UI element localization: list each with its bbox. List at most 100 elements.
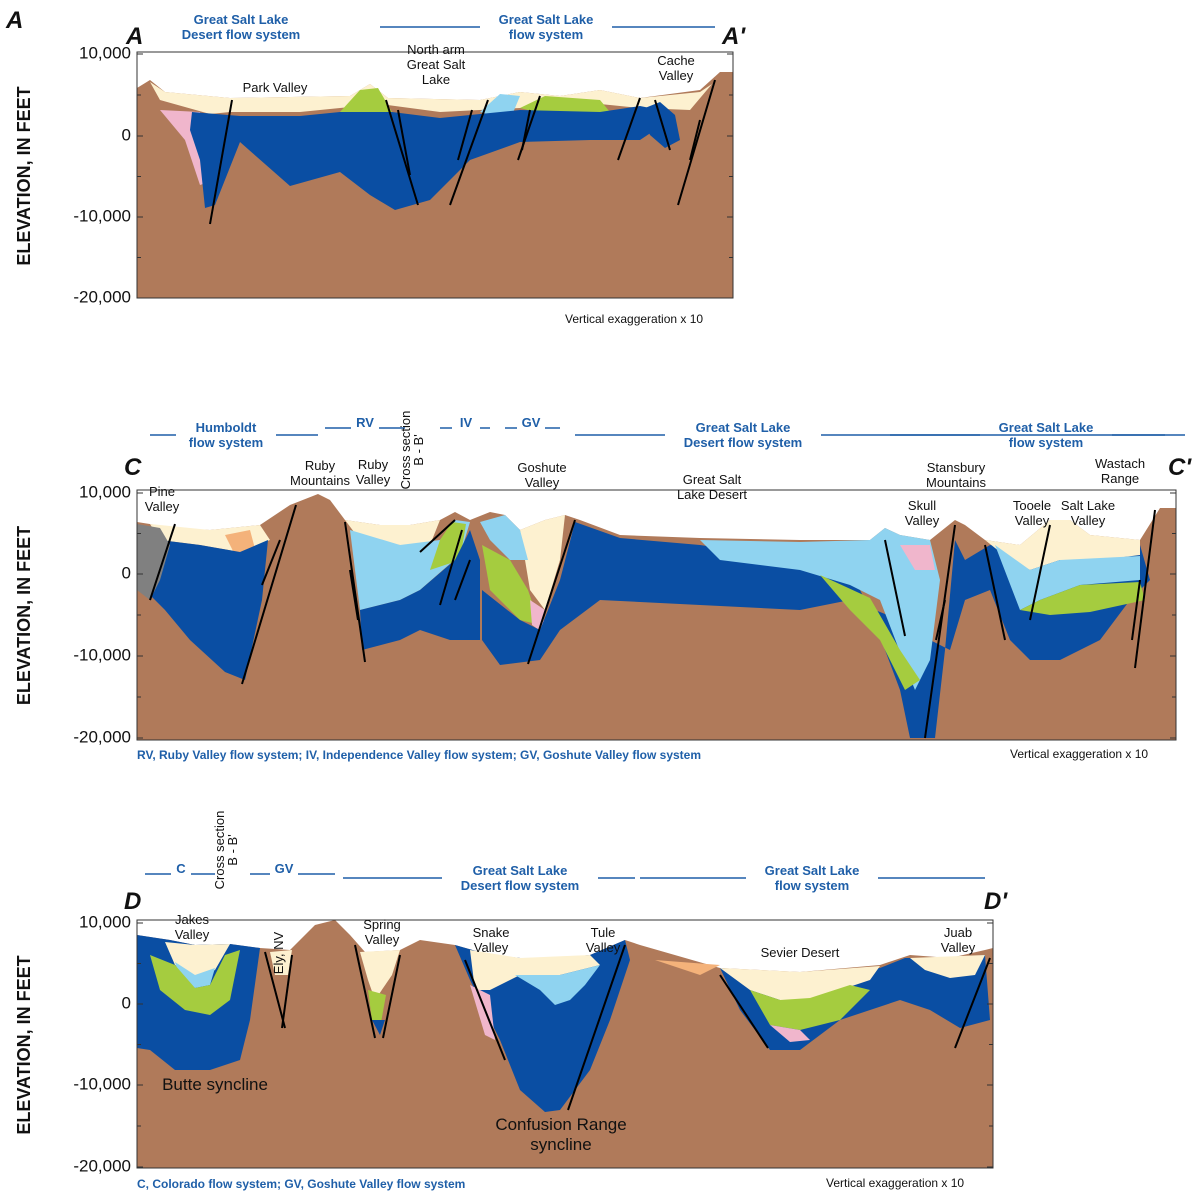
place-label-line: Valley bbox=[356, 472, 391, 487]
place-label-line: Wastach bbox=[1095, 456, 1145, 471]
footnote: RV, Ruby Valley flow system; IV, Indepen… bbox=[137, 748, 701, 762]
place-label-line: Cache bbox=[657, 53, 695, 68]
y-tick-label: -10,000 bbox=[73, 206, 131, 225]
place-label-line: Valley bbox=[474, 940, 509, 955]
place-label-line: B - B' bbox=[225, 834, 240, 865]
place-label-line: Sevier Desert bbox=[761, 945, 840, 960]
section-start: C bbox=[124, 454, 142, 481]
figure-label: A bbox=[5, 7, 23, 34]
place-label-line: Ruby bbox=[305, 458, 336, 473]
flow-system: IV bbox=[460, 415, 473, 430]
place-label-line: Salt Lake bbox=[1061, 498, 1115, 513]
flow-system-line: Great Salt Lake bbox=[765, 863, 860, 878]
y-tick-label: 0 bbox=[122, 125, 131, 144]
place-label-line: Juab bbox=[944, 925, 972, 940]
flow-system-line: GV bbox=[275, 861, 294, 876]
y-axis-title: ELEVATION, IN FEET bbox=[14, 955, 34, 1134]
place-label-line: Goshute bbox=[517, 460, 566, 475]
y-tick-label: -10,000 bbox=[73, 645, 131, 664]
place-label-line: Snake bbox=[473, 925, 510, 940]
y-tick-label: -20,000 bbox=[73, 287, 131, 306]
place-label-line: Jakes bbox=[175, 912, 209, 927]
place-label: Ely, NV bbox=[271, 931, 286, 974]
place-label: Park Valley bbox=[243, 80, 308, 95]
section-start: A bbox=[125, 23, 143, 50]
place-label-line: Spring bbox=[363, 917, 401, 932]
place-label: Sevier Desert bbox=[761, 945, 840, 960]
flow-system-line: flow system bbox=[775, 878, 849, 893]
flow-system-line: Humboldt bbox=[196, 420, 257, 435]
flow-system-line: flow system bbox=[509, 27, 583, 42]
place-label-line: Lake bbox=[422, 72, 450, 87]
y-tick-label: -10,000 bbox=[73, 1074, 131, 1093]
y-axis-title: ELEVATION, IN FEET bbox=[14, 526, 34, 705]
place-label-line: Valley bbox=[175, 927, 210, 942]
footnote: C, Colorado flow system; GV, Goshute Val… bbox=[137, 1177, 465, 1191]
y-tick-label: 0 bbox=[122, 993, 131, 1012]
place-label-line: Skull bbox=[908, 498, 936, 513]
y-tick-label: 10,000 bbox=[79, 482, 131, 501]
flow-system-line: RV bbox=[356, 415, 374, 430]
section-start: D bbox=[124, 888, 141, 915]
flow-system-line: Desert flow system bbox=[684, 435, 803, 450]
flow-system-line: Great Salt Lake bbox=[473, 863, 568, 878]
exaggeration-note: Vertical exaggeration x 10 bbox=[565, 312, 703, 326]
place-label: Butte syncline bbox=[162, 1075, 268, 1094]
place-label-line: Park Valley bbox=[243, 80, 308, 95]
place-label-line: North arm bbox=[407, 42, 465, 57]
place-label-line: Valley bbox=[145, 499, 180, 514]
place-label-line: Stansbury bbox=[927, 460, 986, 475]
place-label-line: Tooele bbox=[1013, 498, 1051, 513]
exaggeration-note: Vertical exaggeration x 10 bbox=[1010, 747, 1148, 761]
flow-system-line: Great Salt Lake bbox=[696, 420, 791, 435]
place-label-line: Pine bbox=[149, 484, 175, 499]
flow-system: RV bbox=[356, 415, 374, 430]
flow-system-line: Great Salt Lake bbox=[999, 420, 1094, 435]
place-label-line: Valley bbox=[365, 932, 400, 947]
place-label-line: Great Salt bbox=[407, 57, 466, 72]
y-tick-label: 10,000 bbox=[79, 912, 131, 931]
place-label: Cross sectionB - B' bbox=[398, 411, 426, 490]
place-label-line: Lake Desert bbox=[677, 487, 747, 502]
section-end: A' bbox=[721, 23, 746, 50]
y-tick-label: -20,000 bbox=[73, 727, 131, 746]
place-label-line: Valley bbox=[1071, 513, 1106, 528]
place-label-line: Range bbox=[1101, 471, 1139, 486]
flow-system-line: flow system bbox=[1009, 435, 1083, 450]
place-label-line: Mountains bbox=[290, 473, 350, 488]
place-label-line: Confusion Range bbox=[495, 1115, 626, 1134]
y-tick-label: 0 bbox=[122, 563, 131, 582]
place-label-line: Valley bbox=[586, 940, 621, 955]
place-label-line: Ely, NV bbox=[271, 931, 286, 974]
flow-system-line: C bbox=[176, 861, 186, 876]
section-a-geology bbox=[137, 52, 733, 298]
place-label-line: Tule bbox=[591, 925, 616, 940]
flow-system-line: Great Salt Lake bbox=[194, 12, 289, 27]
y-axis-title: ELEVATION, IN FEET bbox=[14, 86, 34, 265]
place-label-line: Valley bbox=[941, 940, 976, 955]
flow-system: GV bbox=[522, 415, 541, 430]
flow-system-line: Great Salt Lake bbox=[499, 12, 594, 27]
place-label-line: syncline bbox=[530, 1135, 591, 1154]
place-label-line: Ruby bbox=[358, 457, 389, 472]
flow-system-line: Desert flow system bbox=[182, 27, 301, 42]
flow-system-line: Desert flow system bbox=[461, 878, 580, 893]
flow-system: Great Salt Lakeflow system bbox=[999, 420, 1094, 450]
flow-system-line: GV bbox=[522, 415, 541, 430]
place-label-line: Valley bbox=[1015, 513, 1050, 528]
